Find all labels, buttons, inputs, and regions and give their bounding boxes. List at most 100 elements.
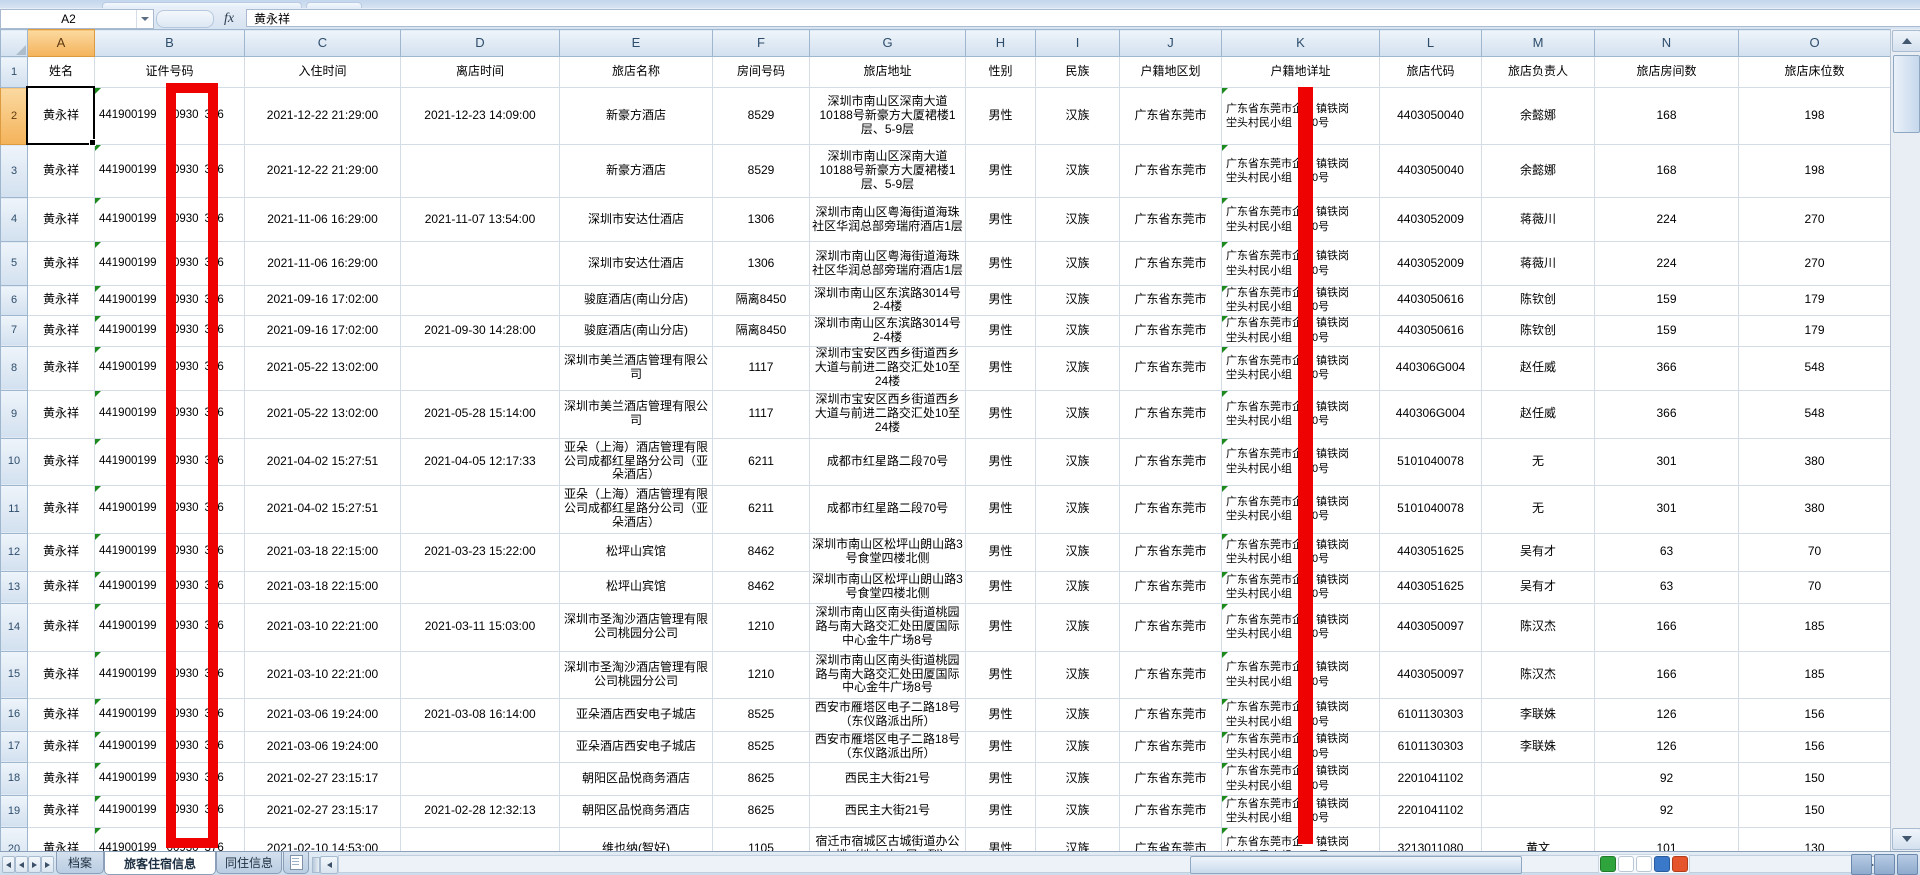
column-header-E[interactable]: E xyxy=(559,29,713,57)
column-header-I[interactable]: I xyxy=(1035,29,1120,57)
cell-D10[interactable]: 2021-04-05 12:17:33 xyxy=(400,437,560,486)
corner-icon[interactable] xyxy=(1874,854,1895,875)
column-header-J[interactable]: J xyxy=(1119,29,1222,57)
cell-I19[interactable]: 汉族 xyxy=(1035,794,1120,828)
cell-E4[interactable]: 深圳市安达仕酒店 xyxy=(559,197,713,242)
cell-K8[interactable]: 广东省东莞市企 镇铁岗 坣头村民小组 0号 xyxy=(1221,345,1380,391)
cell-G10[interactable]: 成都市红星路二段70号 xyxy=(809,437,966,486)
cell-K4[interactable]: 广东省东莞市企 镇铁岗 坣头村民小组 0号 xyxy=(1221,197,1380,242)
cell-J12[interactable]: 广东省东莞市 xyxy=(1119,532,1222,572)
cell-K19[interactable]: 广东省东莞市企 镇铁岗 坣头村民小组 0号 xyxy=(1221,794,1380,828)
cell-O10[interactable]: 380 xyxy=(1738,437,1890,486)
cell-B19[interactable]: 441900199 00930 376 xyxy=(94,794,245,828)
cell-H16[interactable]: 男性 xyxy=(965,697,1036,732)
cell-L11[interactable]: 5101040078 xyxy=(1379,484,1482,534)
row-header-17[interactable]: 17 xyxy=(0,730,28,763)
field-header-L[interactable]: 旅店代码 xyxy=(1379,56,1482,88)
field-header-D[interactable]: 离店时间 xyxy=(400,56,560,88)
cell-L10[interactable]: 5101040078 xyxy=(1379,437,1482,486)
cell-K12[interactable]: 广东省东莞市企 镇铁岗 坣头村民小组 0号 xyxy=(1221,532,1380,572)
cell-D6[interactable] xyxy=(400,285,560,316)
row-header-10[interactable]: 10 xyxy=(0,437,28,486)
cell-E18[interactable]: 朝阳区品悦商务酒店 xyxy=(559,761,713,796)
cell-H12[interactable]: 男性 xyxy=(965,532,1036,572)
cell-E7[interactable]: 骏庭酒店(南山分店) xyxy=(559,314,713,347)
cell-H18[interactable]: 男性 xyxy=(965,761,1036,796)
input-method-toolbar[interactable] xyxy=(1598,854,1690,874)
cell-E10[interactable]: 亚朵（上海）酒店管理有限公司成都红星路分公司（亚朵酒店） xyxy=(559,437,713,486)
cell-G8[interactable]: 深圳市宝安区西乡街道西乡大道与前进二路交汇处10至24楼 xyxy=(809,345,966,391)
cell-N11[interactable]: 301 xyxy=(1594,484,1739,534)
cell-J9[interactable]: 广东省东莞市 xyxy=(1119,389,1222,439)
cell-D9[interactable]: 2021-05-28 15:14:00 xyxy=(400,389,560,439)
cell-G6[interactable]: 深圳市南山区东滨路3014号2-4楼 xyxy=(809,285,966,316)
cell-M6[interactable]: 陈钦创 xyxy=(1481,285,1595,316)
row-header-16[interactable]: 16 xyxy=(0,697,28,732)
cell-C13[interactable]: 2021-03-18 22:15:00 xyxy=(244,570,401,604)
cell-K10[interactable]: 广东省东莞市企 镇铁岗 坣头村民小组 0号 xyxy=(1221,437,1380,486)
cell-N4[interactable]: 224 xyxy=(1594,197,1739,242)
cell-E9[interactable]: 深圳市美兰酒店管理有限公司 xyxy=(559,389,713,439)
column-header-G[interactable]: G xyxy=(809,29,966,57)
cell-F9[interactable]: 1117 xyxy=(712,389,810,439)
cell-O3[interactable]: 198 xyxy=(1738,144,1890,198)
cell-A3[interactable]: 黄永祥 xyxy=(27,144,95,198)
cell-H8[interactable]: 男性 xyxy=(965,345,1036,391)
prev-sheet-button[interactable] xyxy=(15,856,28,873)
cell-K6[interactable]: 广东省东莞市企 镇铁岗 坣头村民小组 0号 xyxy=(1221,285,1380,316)
cell-O12[interactable]: 70 xyxy=(1738,532,1890,572)
cell-G4[interactable]: 深圳市南山区粤海街道海珠社区华润总部旁瑞府酒店1层 xyxy=(809,197,966,242)
cell-J19[interactable]: 广东省东莞市 xyxy=(1119,794,1222,828)
cell-D3[interactable] xyxy=(400,144,560,198)
field-header-M[interactable]: 旅店负责人 xyxy=(1481,56,1595,88)
cell-F16[interactable]: 8525 xyxy=(712,697,810,732)
cell-E20[interactable]: 维也纳(智好) xyxy=(559,826,713,851)
row-header-18[interactable]: 18 xyxy=(0,761,28,796)
cell-N5[interactable]: 224 xyxy=(1594,241,1739,286)
cell-D8[interactable] xyxy=(400,345,560,391)
cell-O20[interactable]: 130 xyxy=(1738,826,1890,851)
cell-F13[interactable]: 8462 xyxy=(712,570,810,604)
cell-E16[interactable]: 亚朵酒店西安电子城店 xyxy=(559,697,713,732)
cell-L9[interactable]: 440306G004 xyxy=(1379,389,1482,439)
cell-M18[interactable] xyxy=(1481,761,1595,796)
cell-B20[interactable]: 441900199 00930 376 xyxy=(94,826,245,851)
cell-N8[interactable]: 366 xyxy=(1594,345,1739,391)
cell-B10[interactable]: 441900199 00930 376 xyxy=(94,437,245,486)
cell-M20[interactable]: 黄文 xyxy=(1481,826,1595,851)
cell-M13[interactable]: 吴有才 xyxy=(1481,570,1595,604)
last-sheet-button[interactable] xyxy=(41,856,54,873)
cell-F11[interactable]: 6211 xyxy=(712,484,810,534)
cell-D7[interactable]: 2021-09-30 14:28:00 xyxy=(400,314,560,347)
cell-B8[interactable]: 441900199 00930 376 xyxy=(94,345,245,391)
cell-O18[interactable]: 150 xyxy=(1738,761,1890,796)
field-header-J[interactable]: 户籍地区划 xyxy=(1119,56,1222,88)
cell-A4[interactable]: 黄永祥 xyxy=(27,197,95,242)
cell-G11[interactable]: 成都市红星路二段70号 xyxy=(809,484,966,534)
cell-N9[interactable]: 366 xyxy=(1594,389,1739,439)
cell-C18[interactable]: 2021-02-27 23:15:17 xyxy=(244,761,401,796)
cell-C8[interactable]: 2021-05-22 13:02:00 xyxy=(244,345,401,391)
cell-H13[interactable]: 男性 xyxy=(965,570,1036,604)
row-header-2[interactable]: 2 xyxy=(0,87,28,145)
cell-F17[interactable]: 8525 xyxy=(712,730,810,763)
cell-N7[interactable]: 159 xyxy=(1594,314,1739,347)
cell-J7[interactable]: 广东省东莞市 xyxy=(1119,314,1222,347)
cell-I6[interactable]: 汉族 xyxy=(1035,285,1120,316)
cell-A15[interactable]: 黄永祥 xyxy=(27,650,95,699)
cell-I5[interactable]: 汉族 xyxy=(1035,241,1120,286)
cell-M16[interactable]: 李联姝 xyxy=(1481,697,1595,732)
cell-A6[interactable]: 黄永祥 xyxy=(27,285,95,316)
cell-J14[interactable]: 广东省东莞市 xyxy=(1119,602,1222,652)
cell-L13[interactable]: 4403051625 xyxy=(1379,570,1482,604)
cell-M7[interactable]: 陈钦创 xyxy=(1481,314,1595,347)
cell-C15[interactable]: 2021-03-10 22:21:00 xyxy=(244,650,401,699)
cell-M11[interactable]: 无 xyxy=(1481,484,1595,534)
row-header-1[interactable]: 1 xyxy=(0,56,28,88)
cell-J11[interactable]: 广东省东莞市 xyxy=(1119,484,1222,534)
cell-O14[interactable]: 185 xyxy=(1738,602,1890,652)
cell-C16[interactable]: 2021-03-06 19:24:00 xyxy=(244,697,401,732)
cell-F20[interactable]: 1105 xyxy=(712,826,810,851)
cell-E6[interactable]: 骏庭酒店(南山分店) xyxy=(559,285,713,316)
sheet-tab-danganx[interactable]: 档案 xyxy=(56,852,104,874)
